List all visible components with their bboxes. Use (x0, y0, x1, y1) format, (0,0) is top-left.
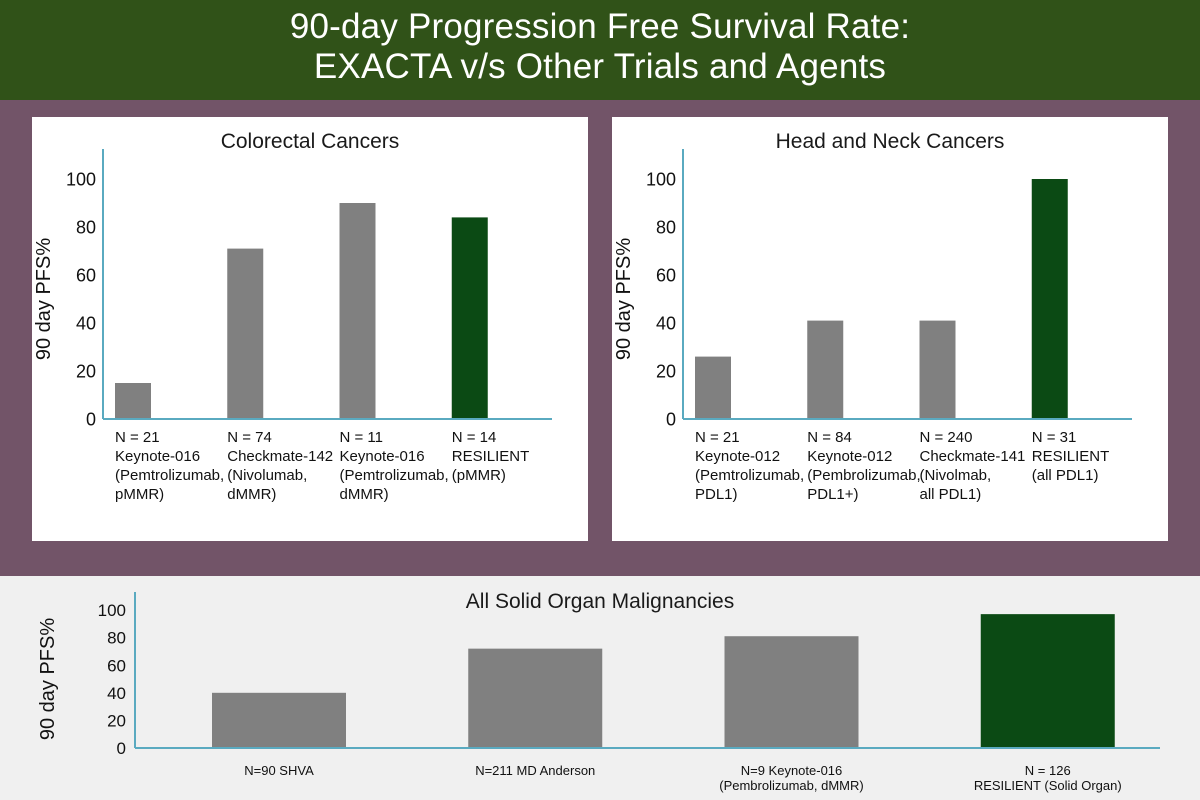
head-neck-y-tick-100: 100 (646, 169, 676, 189)
solid-organ-bar-1 (212, 692, 346, 748)
solid-organ-category-label-4: N = 126 RESILIENT (Solid Organ) (974, 763, 1122, 793)
solid-organ-y-tick-0: 0 (117, 739, 126, 758)
head-neck-y-tick-40: 40 (656, 313, 676, 333)
solid-organ-bar-2 (468, 648, 603, 748)
head-neck-y-axis-label: 90 day PFS% (613, 238, 635, 361)
colorectal-category-label-4: N = 14 RESILIENT (pMMR) (452, 429, 530, 484)
colorectal-category-label-1: N = 21 Keynote-016 (Pemtrolizumab, pMMR) (115, 429, 224, 503)
colorectal-y-axis-label: 90 day PFS% (33, 238, 55, 361)
colorectal-chart: 90 day PFS% 0 20 40 60 80 100 N = 21 Keynote-016… (33, 149, 552, 503)
head-neck-y-tick-0: 0 (666, 409, 676, 429)
head-neck-y-tick-60: 60 (656, 265, 676, 285)
colorectal-chart-title: Colorectal Cancers (220, 130, 400, 153)
page-header: 90-day Progression Free Survival Rate: E… (0, 0, 1200, 100)
solid-organ-y-tick-80: 80 (107, 629, 126, 648)
head-neck-y-tick-80: 80 (656, 217, 676, 237)
solid-organ-y-tick-60: 60 (107, 656, 126, 675)
solid-organ-y-tick-100: 100 (98, 601, 126, 620)
colorectal-y-tick-60: 60 (76, 265, 96, 285)
head-neck-bar-3 (919, 320, 956, 419)
colorectal-y-tick-40: 40 (76, 313, 96, 333)
solid-organ-category-label-1: N=90 SHVA (244, 763, 314, 778)
colorectal-bar-4 (451, 217, 488, 419)
head-neck-chart-panel: Head and Neck Cancers 90 day PFS% 0 20 40 60… (612, 117, 1168, 541)
head-neck-category-label-2: N = 84 Keynote-012 (Pembrolizumab, PDL1+) (807, 429, 920, 503)
head-neck-y-tick-20: 20 (656, 361, 676, 381)
colorectal-category-label-3: N = 11 Keynote-016 (Pemtrolizumab, dMMR) (340, 429, 449, 503)
head-neck-category-label-1: N = 21 Keynote-012 (Pemtrolizumab, PDL1) (695, 429, 804, 503)
colorectal-bar-1 (115, 383, 151, 419)
solid-organ-category-label-3: N=9 Keynote-016 (Pembrolizumab, dMMR) (719, 763, 863, 793)
head-neck-bar-1 (695, 356, 731, 419)
header-title-line-1: 90-day Progression Free Survival Rate: (289, 7, 911, 46)
head-neck-bar-2 (807, 320, 844, 419)
head-neck-category-label-4: N = 31 RESILIENT (all PDL1) (1032, 429, 1110, 484)
colorectal-y-tick-20: 20 (76, 361, 96, 381)
colorectal-chart-panel: Colorectal Cancers 90 day PFS% 0 20 40 60 80 1… (32, 117, 588, 541)
colorectal-category-label-2: N = 74 Checkmate-142 (Nivolumab, dMMR) (227, 429, 333, 503)
head-neck-chart: 90 day PFS% 0 20 40 60 80 100 N = 21 Keynote-012… (613, 149, 1132, 503)
colorectal-y-tick-80: 80 (76, 217, 96, 237)
solid-organ-chart: 90 day PFS% 0 20 40 60 80 100 N=90 SHVA N=211 MD… (37, 592, 1160, 793)
solid-organ-y-axis-label: 90 day PFS% (37, 618, 59, 741)
head-neck-chart-title: Head and Neck Cancers (775, 130, 1005, 153)
solid-organ-category-label-2: N=211 MD Anderson (475, 763, 595, 778)
colorectal-bar-2 (227, 248, 264, 419)
solid-organ-y-tick-40: 40 (107, 684, 126, 703)
header-title-line-2: EXACTA v/s Other Trials and Agents (313, 47, 887, 86)
solid-organ-chart-title: All Solid Organ Malignancies (465, 590, 735, 613)
colorectal-bar-3 (339, 203, 376, 419)
solid-organ-y-tick-20: 20 (107, 712, 126, 731)
head-neck-bar-4 (1031, 179, 1068, 419)
colorectal-y-tick-100: 100 (66, 169, 96, 189)
colorectal-y-tick-0: 0 (86, 409, 96, 429)
head-neck-category-label-3: N = 240 Checkmate-141 (Nivolmab, all PDL1) (920, 429, 1026, 503)
solid-organ-bar-3 (724, 636, 859, 748)
solid-organ-bar-4 (980, 614, 1115, 748)
solid-organ-chart-panel: All Solid Organ Malignancies 90 day PFS%… (0, 576, 1200, 800)
